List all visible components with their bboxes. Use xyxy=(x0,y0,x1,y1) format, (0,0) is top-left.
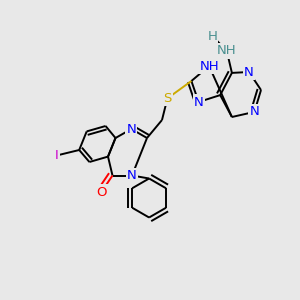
Text: NH: NH xyxy=(217,44,237,58)
Text: N: N xyxy=(127,169,137,182)
Text: H: H xyxy=(208,29,217,43)
Text: N: N xyxy=(250,105,259,119)
Text: I: I xyxy=(55,149,59,162)
Text: N: N xyxy=(127,122,136,136)
Text: N: N xyxy=(194,95,203,109)
Text: O: O xyxy=(96,185,107,199)
Text: NH: NH xyxy=(199,59,219,73)
Text: N: N xyxy=(244,65,254,79)
Text: S: S xyxy=(163,92,172,105)
